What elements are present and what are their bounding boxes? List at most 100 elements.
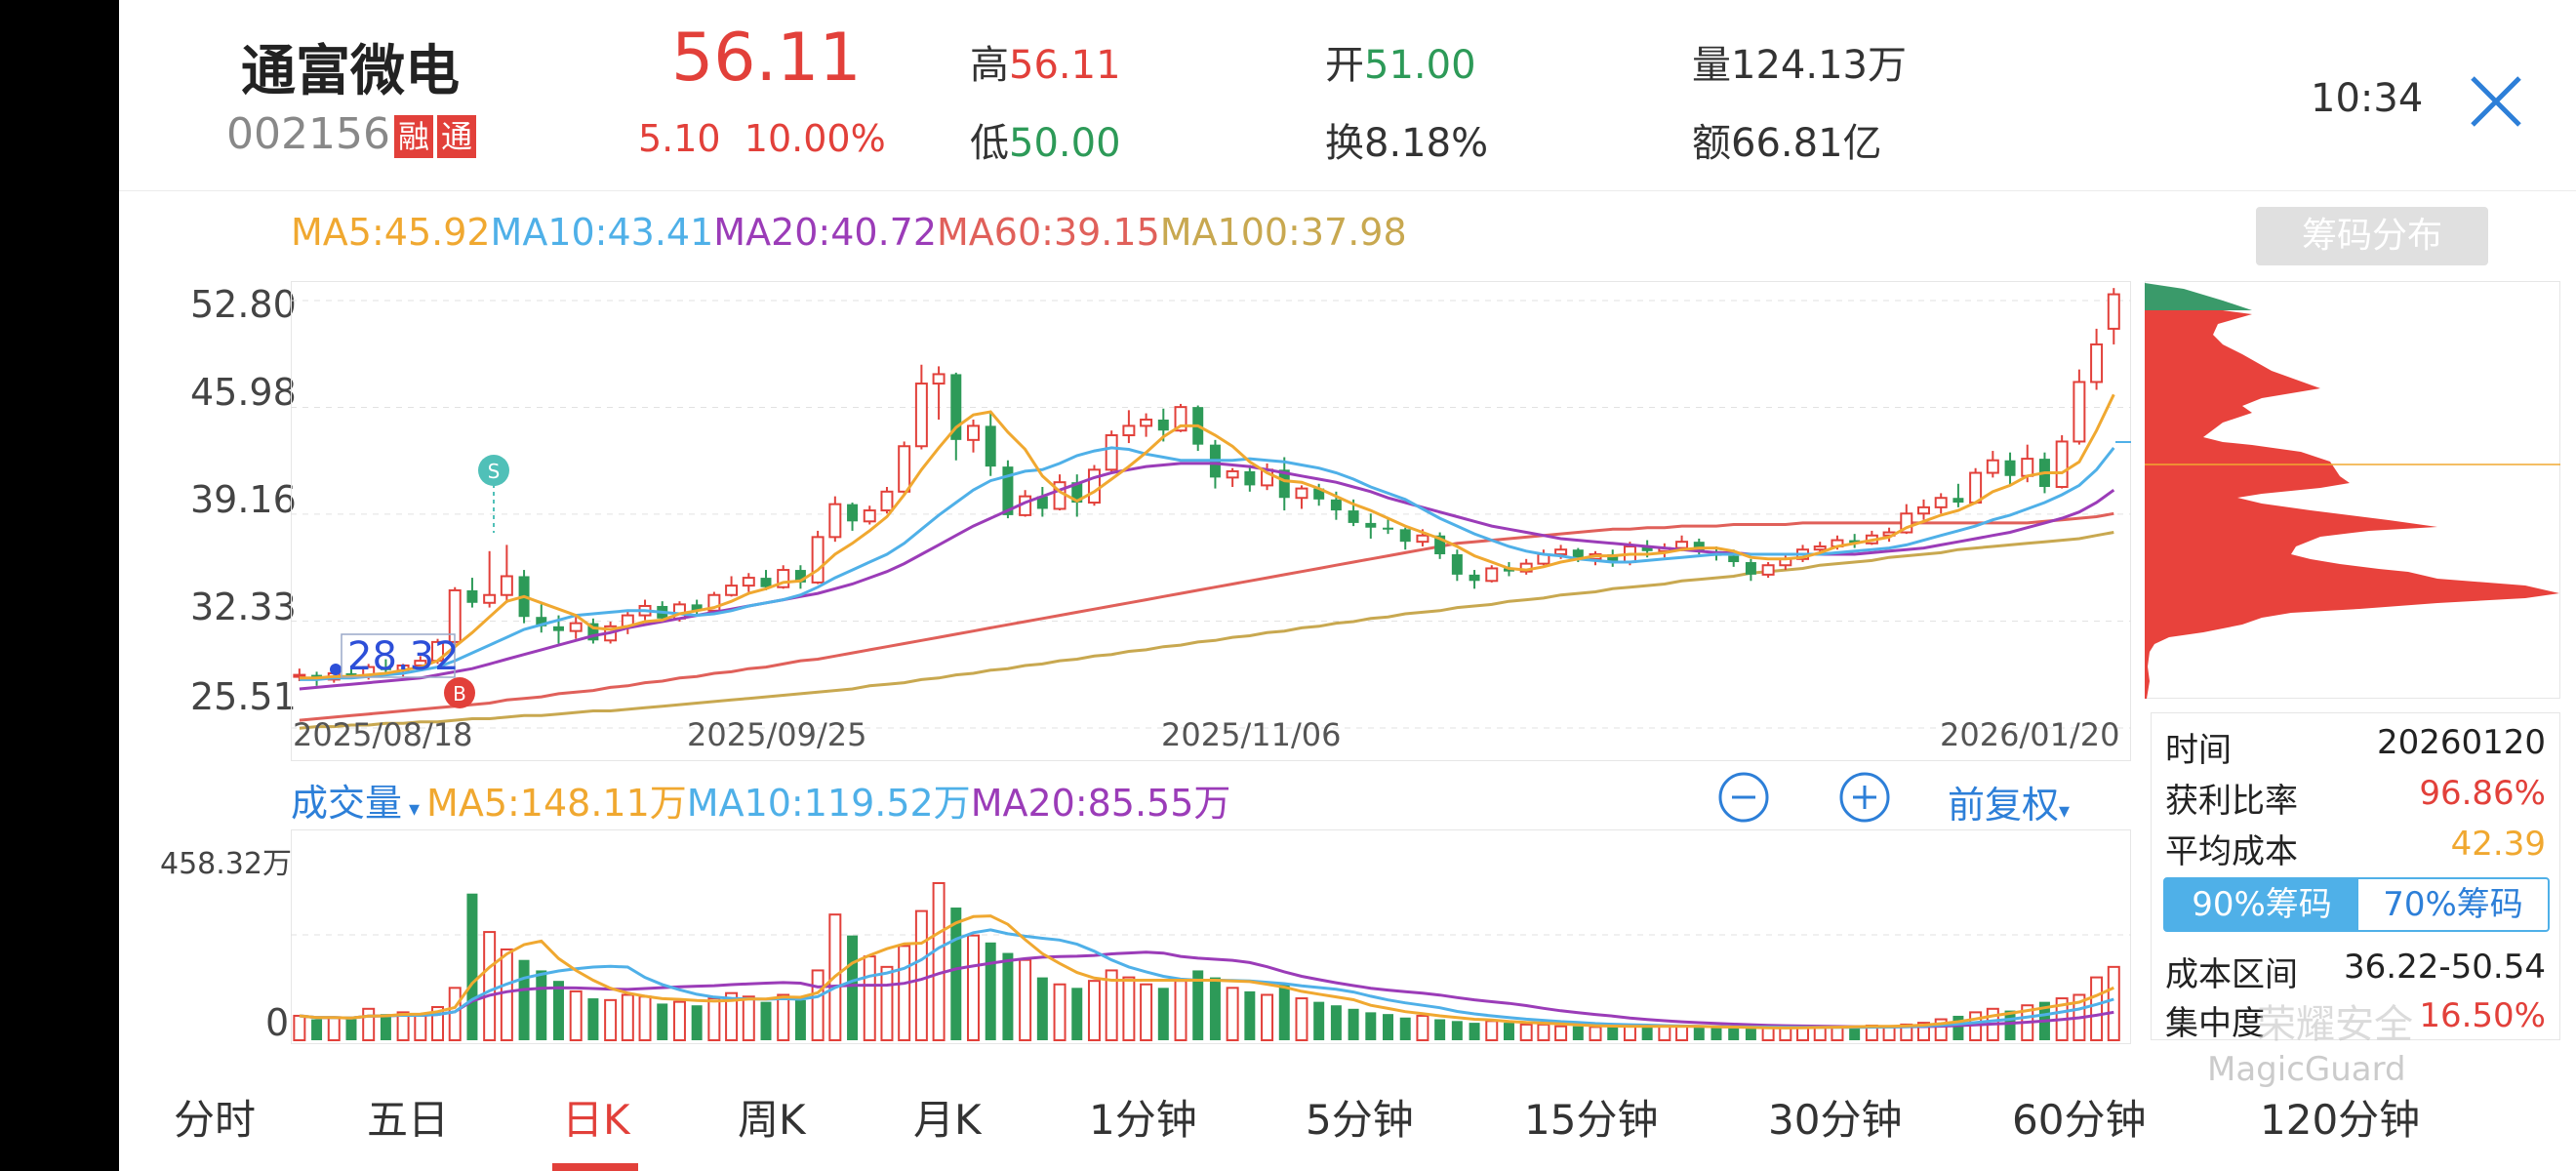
stock-code-row: 002156 融通 — [226, 109, 476, 159]
ma5-line — [299, 393, 2115, 680]
zoom-out-button[interactable] — [1717, 771, 1770, 824]
candle-body-down — [1572, 549, 1584, 559]
candle-body-down — [1348, 510, 1359, 523]
open-price-field: 开51.00 — [1325, 33, 1476, 90]
low-label: 低 — [970, 121, 1009, 166]
tab-timeshare[interactable]: 分时 — [174, 1096, 257, 1144]
candle — [1658, 543, 1671, 558]
chip-range-tabs: 90%筹码 70%筹码 — [2163, 877, 2550, 932]
candle-body-down — [691, 604, 703, 611]
candle — [1036, 486, 1048, 517]
candle-body-down — [1157, 419, 1169, 431]
price-tick-label: 45.98 — [190, 371, 297, 414]
candle-body-down — [1849, 540, 1861, 544]
candle-body-up — [293, 673, 306, 678]
candle-body-down — [1434, 535, 1446, 555]
chip-info-panel: 时间 20260120 获利比率 96.86% 平均成本 42.39 90%筹码… — [2151, 712, 2560, 1047]
volume-bar-down — [552, 981, 564, 1040]
price-change-row: 5.10 10.00% — [638, 117, 886, 160]
candle — [898, 441, 911, 496]
volume-bar-up — [483, 931, 497, 1041]
last-price: 56.11 — [671, 20, 862, 97]
buy-marker[interactable] — [444, 677, 475, 708]
candle — [536, 604, 547, 633]
volume-bar-up — [1589, 1026, 1602, 1041]
candle — [1537, 549, 1550, 566]
chip-distribution-button[interactable]: 筹码分布 — [2256, 207, 2488, 265]
volume-bar-down — [311, 1019, 323, 1040]
candle-body-down — [950, 374, 962, 440]
candle-body-down — [587, 623, 599, 641]
volume-bar-up — [1140, 983, 1153, 1041]
volume-bar-up — [1019, 958, 1032, 1041]
close-icon[interactable] — [2465, 70, 2527, 133]
date-tick-label: 2025/09/25 — [687, 716, 867, 753]
low-price-box — [341, 633, 456, 678]
tab-60min[interactable]: 60分钟 — [2012, 1096, 2147, 1144]
volume-bar-down — [1071, 988, 1083, 1040]
candle — [1278, 457, 1290, 511]
tab-30min[interactable]: 30分钟 — [1768, 1096, 1903, 1144]
tab-monthly-k[interactable]: 月K — [913, 1096, 982, 1144]
price-change-percent: 10.00% — [744, 117, 886, 160]
date-tick-label: 2026/01/20 — [1940, 716, 2120, 753]
candle-body-up — [1226, 469, 1239, 479]
volume-bar-down — [2004, 1010, 2016, 1040]
candle — [1399, 527, 1411, 550]
candle-body-down — [1451, 554, 1463, 575]
chip-90-tab[interactable]: 90%筹码 — [2165, 879, 2358, 930]
volume-indicator-select[interactable]: 成交量 — [291, 782, 403, 825]
candle-body-up — [1087, 468, 1101, 505]
candle — [2090, 328, 2104, 390]
candle — [707, 591, 721, 614]
sell-marker[interactable] — [478, 455, 509, 486]
tab-15min[interactable]: 15分钟 — [1524, 1096, 1659, 1144]
volume-bar-down — [1711, 1028, 1722, 1040]
volume-bar-down — [1330, 1005, 1342, 1040]
candle-body-down — [1071, 482, 1083, 504]
candle-body-up — [1675, 541, 1689, 549]
candle — [1485, 565, 1499, 583]
candle-body-up — [742, 577, 755, 587]
tab-weekly-k[interactable]: 周K — [738, 1096, 806, 1144]
adjust-mode-select[interactable]: 前复权▾ — [1948, 775, 2070, 828]
ma-legend: MA5:45.92MA10:43.41MA20:40.72MA60:39.15M… — [291, 211, 1407, 254]
candle-body-up — [1934, 497, 1948, 508]
candle — [1140, 413, 1153, 437]
volume-bar-down — [1641, 1027, 1653, 1040]
avg-cost-value: 42.39 — [2450, 825, 2546, 864]
candle — [569, 617, 583, 639]
tab-five-day[interactable]: 五日 — [367, 1096, 450, 1144]
amount-field: 额66.81亿 — [1692, 111, 1882, 168]
chip-70-tab[interactable]: 70%筹码 — [2383, 885, 2523, 924]
candle-body-up — [828, 503, 842, 539]
volume-bar-up — [621, 993, 634, 1041]
tab-120min[interactable]: 120分钟 — [2260, 1096, 2421, 1144]
profit-chip-shape — [2145, 281, 2252, 310]
candle — [1849, 534, 1861, 548]
tab-daily-k[interactable]: 日K — [562, 1096, 630, 1144]
volume-bar-down — [1607, 1026, 1619, 1040]
candle-body-up — [500, 575, 513, 596]
ma100-line — [299, 531, 2114, 730]
volume-bar-up — [1519, 1023, 1533, 1042]
candlestick-chart[interactable]: S B 28.32 — [291, 281, 2131, 761]
volume-label: 量 — [1692, 43, 1731, 88]
ma60-legend: MA60:39.15 — [937, 211, 1160, 254]
candle — [1934, 493, 1948, 514]
volume-bar-down — [1209, 977, 1221, 1040]
volume-bar-up — [2107, 965, 2120, 1042]
volume-bar-up — [1226, 987, 1239, 1042]
volume-bar-up — [500, 948, 513, 1041]
tab-1min[interactable]: 1分钟 — [1089, 1096, 1197, 1144]
volume-chart[interactable] — [291, 829, 2131, 1044]
volume-bar-up — [1174, 980, 1187, 1042]
volume-bar-down — [1036, 977, 1048, 1040]
candle — [828, 496, 842, 543]
high-value: 56.11 — [1009, 43, 1121, 88]
amount-label: 额 — [1692, 121, 1731, 166]
tab-5min[interactable]: 5分钟 — [1306, 1096, 1414, 1144]
candle — [1434, 532, 1446, 559]
volume-bar-up — [672, 1000, 686, 1041]
zoom-in-button[interactable] — [1838, 771, 1891, 824]
